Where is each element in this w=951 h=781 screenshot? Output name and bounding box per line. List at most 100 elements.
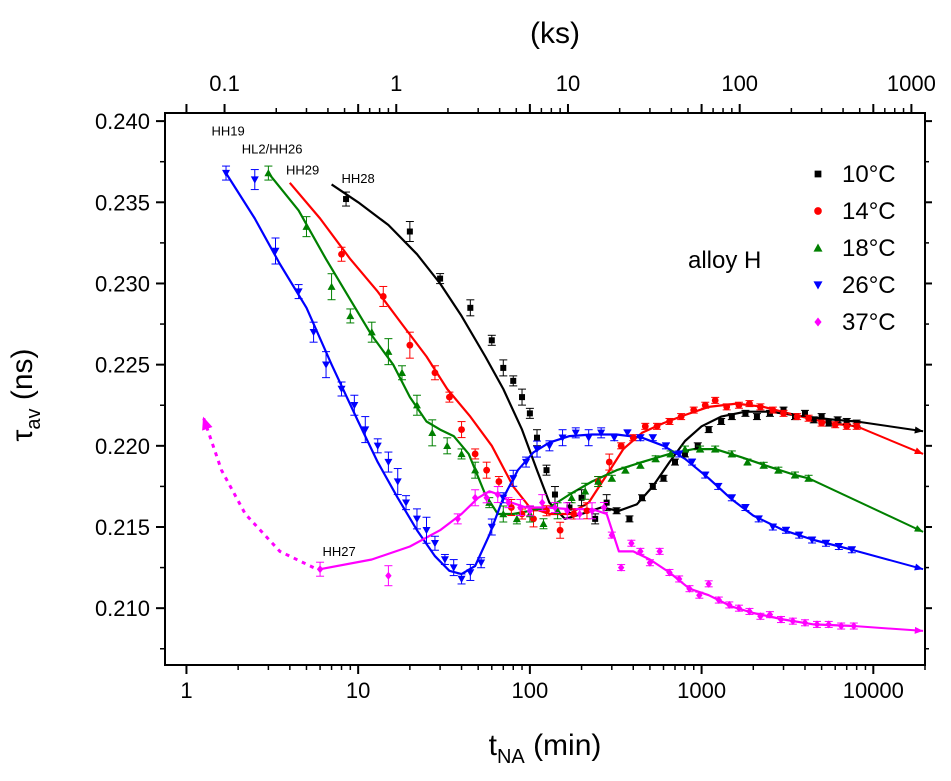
data-point (567, 493, 576, 501)
data-point (804, 474, 813, 482)
legend-marker (814, 317, 822, 327)
data-point (431, 369, 439, 377)
extrapolation-line (856, 425, 924, 455)
data-point (384, 458, 393, 467)
data-point (671, 459, 678, 466)
data-point (343, 196, 350, 203)
data-point (735, 604, 743, 613)
data-point (837, 622, 845, 631)
dotted-arrow (201, 416, 315, 569)
data-point (466, 569, 475, 577)
legend: 10°C 14°C 18°C 26°C 37°C (813, 161, 896, 336)
fit-curve (288, 182, 857, 516)
data-point (666, 418, 673, 425)
data-point (543, 507, 550, 515)
data-point (581, 487, 590, 495)
top-tick-label: 100 (721, 71, 758, 96)
data-point (597, 429, 606, 437)
x-axis-label-main: t (489, 729, 498, 762)
fit-curves (225, 172, 857, 628)
data-point (675, 574, 683, 583)
y-axis-label-main: τ (6, 429, 39, 441)
data-point (690, 406, 698, 414)
dotted-arrow-line (201, 416, 315, 569)
legend-marker (814, 170, 822, 178)
data-point (428, 428, 437, 437)
data-point (437, 275, 444, 282)
data-point (850, 622, 858, 631)
data-point (711, 445, 720, 453)
y-axis-label-sub: av (23, 409, 45, 430)
data-point (701, 471, 710, 480)
data-point (600, 503, 608, 512)
data-point (571, 429, 580, 437)
data-point (675, 450, 684, 458)
data-point (777, 615, 785, 624)
data-point (726, 600, 733, 609)
data-point (558, 434, 567, 442)
data-point (741, 504, 750, 512)
data-point (791, 471, 800, 479)
data-point (666, 449, 675, 458)
x-axis-label-sub: NA (497, 746, 525, 768)
data-point (440, 556, 449, 564)
data-point (646, 558, 654, 567)
data-point (853, 422, 861, 430)
data-point (617, 442, 625, 450)
data-point (746, 607, 753, 616)
data-point (821, 540, 830, 548)
data-point (834, 416, 841, 423)
data-point (661, 442, 670, 450)
data-point (621, 466, 630, 474)
data-point (847, 546, 856, 554)
data-point (457, 449, 466, 458)
data-point (373, 442, 382, 450)
plot-frame (164, 112, 926, 666)
data-point (583, 507, 591, 515)
extrapolation-line (808, 477, 924, 533)
data-point (551, 503, 559, 512)
y-axis-label-unit: (ns) (6, 349, 39, 409)
data-point (677, 413, 685, 420)
x-axis-ticks: 1 10 100 1000 10000 (180, 665, 926, 703)
data-point (613, 507, 620, 514)
x-tick-label: 1000 (677, 678, 726, 703)
data-point (517, 503, 524, 512)
data-point (728, 413, 735, 420)
sample-label: HH19 (212, 124, 245, 139)
data-point (533, 434, 540, 441)
data-point (499, 510, 508, 518)
data-point (412, 515, 421, 523)
data-point (686, 584, 693, 593)
inset-label: alloy H (688, 247, 761, 274)
y-tick-label: 0.210 (95, 596, 150, 621)
data-point (742, 410, 749, 417)
data-point (483, 493, 490, 502)
data-point (443, 441, 452, 450)
data-point (393, 478, 402, 486)
data-point (556, 526, 564, 534)
y-tick-label: 0.240 (95, 109, 150, 134)
x-tick-label: 10000 (843, 678, 904, 703)
data-point (539, 498, 546, 507)
data-point (483, 466, 491, 474)
data-point (412, 401, 421, 409)
data-point (610, 434, 619, 442)
legend-label: 14°C (842, 198, 896, 225)
data-point (825, 620, 832, 629)
data-point (545, 442, 554, 450)
fit-curve (267, 172, 809, 516)
y-tick-label: 0.230 (95, 271, 150, 296)
data-point (576, 510, 583, 519)
data-point (485, 498, 494, 506)
data-point (398, 368, 407, 376)
data-point (649, 483, 656, 490)
data-point (818, 419, 826, 427)
x-axis-label: tNA (min) (489, 729, 602, 768)
y-tick-label: 0.215 (95, 515, 150, 540)
data-point (522, 458, 531, 467)
top-axis-ticks: 0.1 1 10 100 1000 (185, 71, 936, 113)
data-point (578, 494, 585, 501)
data-point (834, 543, 843, 551)
data-point (743, 458, 752, 466)
